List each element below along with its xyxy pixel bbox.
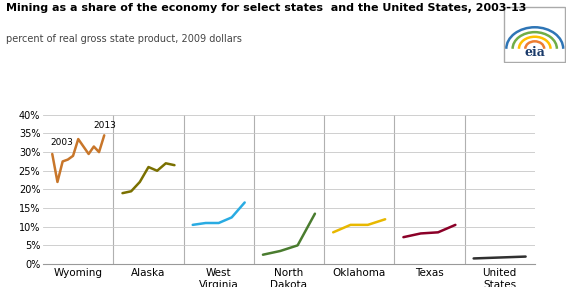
Text: Mining as a share of the economy for select states  and the United States, 2003-: Mining as a share of the economy for sel…: [6, 3, 526, 13]
Text: 2003: 2003: [51, 138, 74, 147]
Text: eia: eia: [524, 46, 545, 59]
Text: percent of real gross state product, 2009 dollars: percent of real gross state product, 200…: [6, 34, 242, 44]
Text: 2013: 2013: [94, 121, 116, 130]
